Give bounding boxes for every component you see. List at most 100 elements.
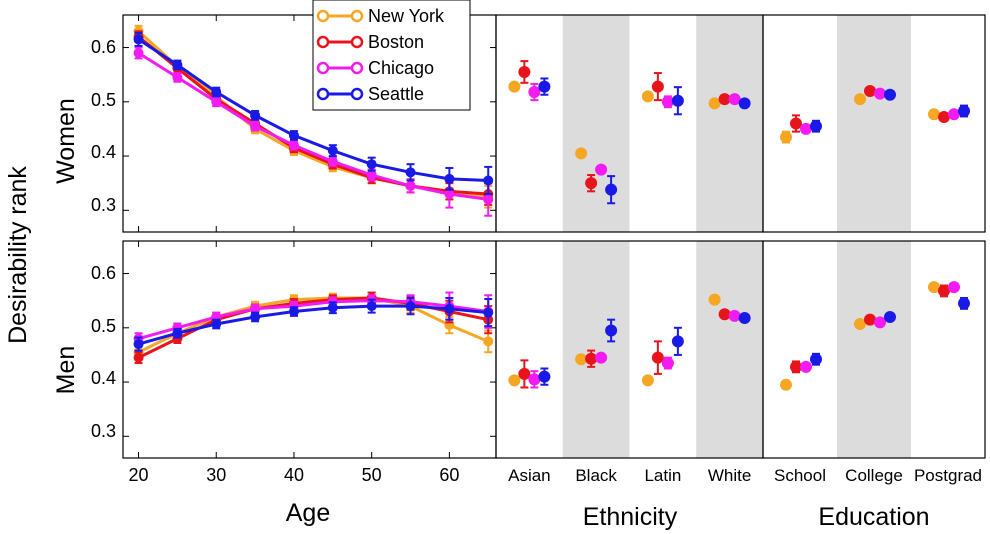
- data-point: [928, 281, 940, 294]
- data-point: [483, 307, 494, 318]
- y-tick-label: 0.4: [91, 368, 116, 388]
- legend-marker: [316, 87, 330, 101]
- y-axis-title: Desirability rank: [4, 166, 32, 344]
- x-category-label: Black: [575, 466, 617, 485]
- data-point: [800, 122, 812, 135]
- legend-box: [312, 0, 471, 111]
- data-point: [508, 80, 521, 93]
- data-point: [133, 352, 144, 363]
- legend-marker: [350, 61, 364, 75]
- data-point: [405, 167, 416, 178]
- x-category-label: Asian: [508, 466, 551, 485]
- y-tick-label: 0.6: [91, 263, 116, 283]
- y-tick-label: 0.5: [91, 90, 116, 110]
- data-point: [790, 360, 802, 373]
- data-point: [948, 281, 960, 294]
- series-line-new-york: [137, 296, 489, 354]
- data-point: [605, 324, 618, 337]
- data-point: [671, 94, 684, 107]
- data-point: [661, 95, 674, 108]
- x-tick-label: 40: [284, 465, 304, 485]
- data-point: [250, 303, 261, 314]
- data-point: [864, 313, 876, 326]
- legend-marker: [316, 61, 330, 75]
- data-point: [133, 34, 144, 45]
- data-point: [854, 93, 866, 106]
- x-category-label: Latin: [644, 466, 681, 485]
- data-point: [483, 175, 494, 186]
- x-axis-title-ethnicity: Ethnicity: [583, 503, 678, 531]
- legend-marker: [350, 87, 364, 101]
- data-point: [250, 110, 261, 121]
- data-point: [864, 84, 876, 97]
- data-point: [250, 311, 261, 322]
- data-point: [641, 374, 654, 387]
- category-shade: [696, 15, 763, 232]
- data-point: [641, 90, 654, 103]
- data-point: [444, 173, 455, 184]
- panel-frame: [762, 240, 986, 459]
- data-point: [800, 360, 812, 373]
- series-line-seattle: [138, 304, 489, 346]
- data-point: [538, 370, 551, 383]
- data-point: [718, 93, 731, 106]
- panel-men-ethnicity: Asian Black Latin White: [495, 240, 764, 485]
- x-tick-label: 20: [129, 465, 149, 485]
- data-point: [211, 319, 222, 330]
- data-point: [405, 301, 416, 312]
- legend-label: New York: [368, 6, 445, 26]
- data-point: [874, 87, 886, 100]
- y-tick-label: 0.3: [91, 195, 116, 215]
- legend-label: Chicago: [368, 58, 434, 78]
- data-point: [605, 183, 618, 196]
- legend: New York Boston Chicago Seattle: [312, 0, 471, 111]
- data-point: [780, 378, 792, 391]
- chart-panels: 20 30 40 50 60 Asian Black Latin White School Coll…: [122, 14, 986, 485]
- data-point: [172, 72, 183, 83]
- data-point: [288, 140, 299, 151]
- data-point: [575, 147, 588, 160]
- data-point: [738, 97, 751, 110]
- data-point: [585, 177, 598, 190]
- data-point: [884, 88, 896, 101]
- data-point: [874, 316, 886, 329]
- data-point: [595, 163, 608, 176]
- panel-women-ethnicity: [495, 14, 764, 233]
- data-point: [483, 336, 494, 347]
- data-point: [938, 284, 950, 297]
- panel-women-education: [762, 14, 986, 233]
- data-point: [780, 131, 792, 144]
- category-shade: [837, 15, 911, 232]
- legend-marker: [316, 35, 330, 49]
- data-point: [211, 87, 222, 98]
- data-point: [518, 367, 531, 380]
- y-tick-label: 0.3: [91, 421, 116, 441]
- data-point: [133, 47, 144, 58]
- data-point: [444, 189, 455, 200]
- x-category-label: White: [708, 466, 751, 485]
- x-axis-title-age: Age: [286, 499, 330, 527]
- data-point: [728, 309, 741, 322]
- category-shade: [562, 241, 630, 458]
- data-point: [671, 335, 684, 348]
- data-point: [948, 108, 960, 121]
- legend-marker: [316, 9, 330, 23]
- data-point: [327, 302, 338, 313]
- data-point: [938, 110, 950, 123]
- data-point: [327, 156, 338, 167]
- data-point: [928, 108, 940, 121]
- panel-frame: [762, 14, 986, 233]
- data-point: [444, 303, 455, 314]
- data-point: [288, 130, 299, 141]
- legend-marker: [350, 9, 364, 23]
- data-point: [250, 121, 261, 132]
- category-shade: [696, 241, 763, 458]
- data-point: [528, 86, 541, 99]
- data-point: [651, 351, 664, 364]
- data-point: [172, 59, 183, 70]
- data-point: [366, 170, 377, 181]
- row-label-men: Men: [52, 346, 80, 395]
- x-category-label: School: [774, 466, 826, 485]
- x-category-label: College: [845, 466, 903, 485]
